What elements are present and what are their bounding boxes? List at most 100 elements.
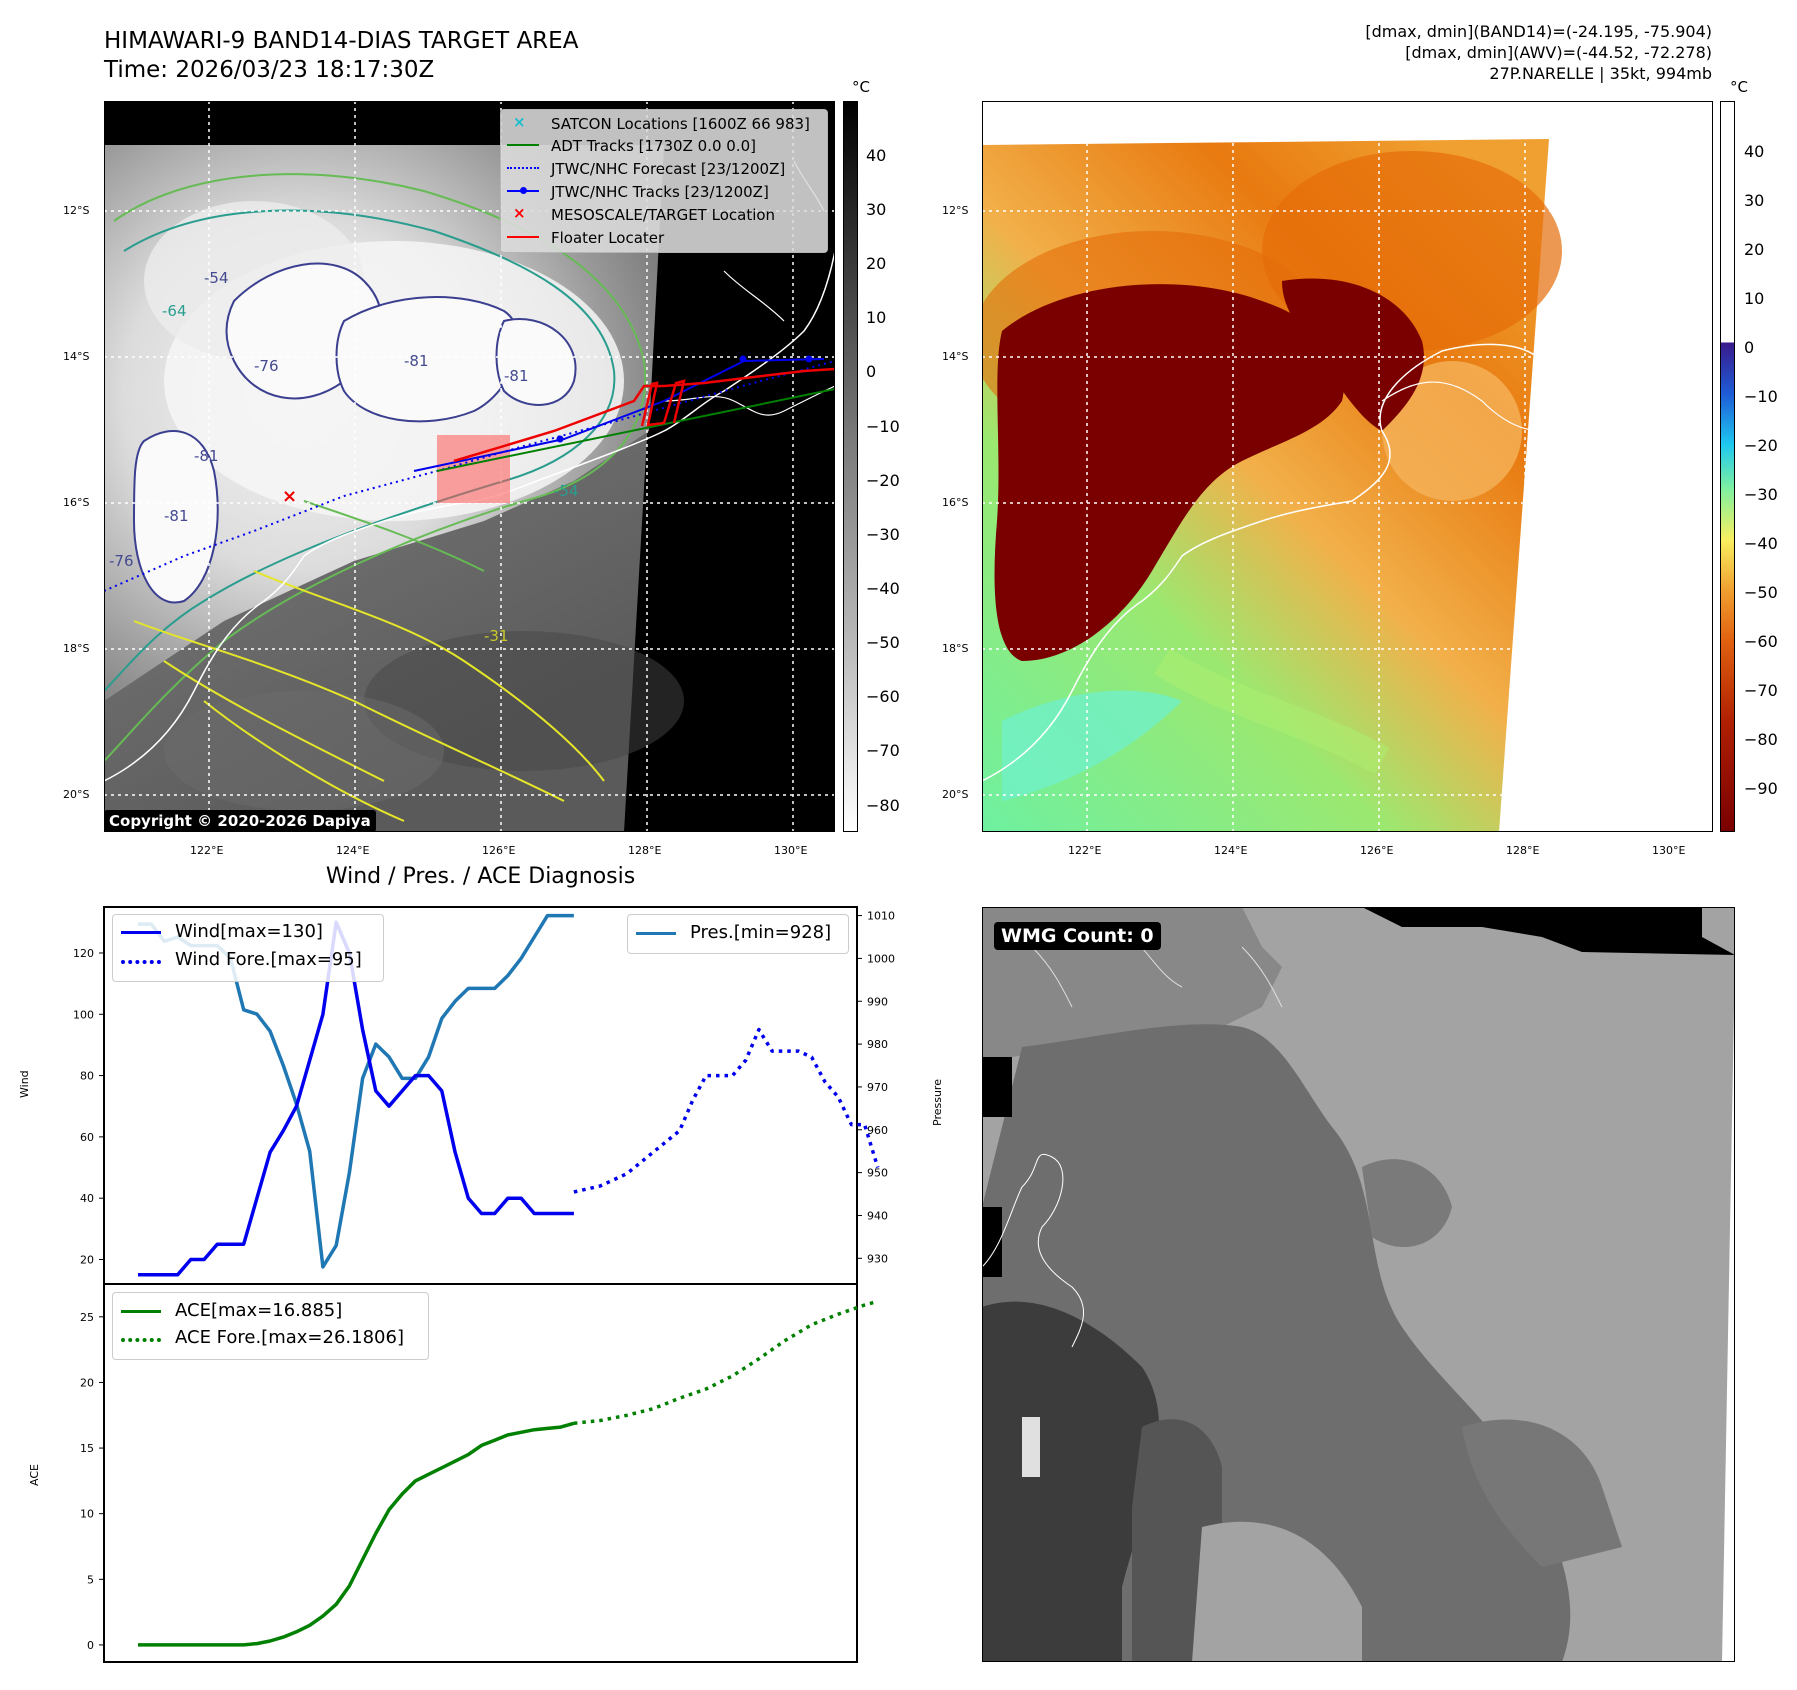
awv-colorbar-tick: 30 bbox=[1744, 191, 1765, 210]
awv-colorbar bbox=[1720, 101, 1735, 832]
lon-label: 122°E bbox=[190, 844, 224, 857]
ace-axes bbox=[103, 1283, 858, 1663]
wind-axis-tick-label: 60 bbox=[80, 1131, 94, 1144]
figure-time: Time: 2026/03/23 18:17:30Z bbox=[104, 57, 435, 83]
wind-forecast-series-line bbox=[573, 1027, 880, 1194]
ir-legend: × SATCON Locations [1600Z 66 983] ADT Tr… bbox=[500, 109, 828, 253]
adt-track bbox=[436, 388, 836, 472]
contour-label: -54 bbox=[554, 482, 579, 500]
awv-map-panel bbox=[972, 100, 1714, 833]
contour-label: -81 bbox=[504, 367, 529, 385]
pressure-axis-tick-label: 960 bbox=[867, 1124, 888, 1137]
ir-colorbar bbox=[843, 101, 858, 832]
wind-axis-tick-label: 20 bbox=[80, 1253, 94, 1266]
lon-label: 124°E bbox=[336, 844, 370, 857]
legend-item-jtwc-forecast: JTWC/NHC Forecast [23/1200Z] bbox=[551, 160, 786, 178]
ir-colorbar-tick: −60 bbox=[866, 687, 900, 706]
awv-colorbar-tick: −60 bbox=[1744, 632, 1778, 651]
wind-legend-icon bbox=[121, 931, 161, 934]
forecast-legend-icon bbox=[507, 167, 539, 169]
wind-axis-tick-label: 40 bbox=[80, 1192, 94, 1205]
ace-axis-tick-label: 20 bbox=[80, 1376, 94, 1389]
wmg-count-badge: WMG Count: 0 bbox=[994, 922, 1161, 950]
lat-label: 12°S bbox=[63, 204, 90, 217]
contour-label: -31 bbox=[484, 627, 509, 645]
pressure-legend: Pres.[min=928] bbox=[627, 914, 849, 954]
contour-label: -54 bbox=[204, 269, 229, 287]
stats-band14: [dmax, dmin](BAND14)=(-24.195, -75.904) bbox=[1365, 22, 1712, 41]
awv-colorbar-unit: °C bbox=[1730, 78, 1748, 96]
ace-legend-icon bbox=[121, 1310, 161, 1313]
pressure-axis-tick-label: 950 bbox=[867, 1167, 888, 1180]
ir-colorbar-tick: −70 bbox=[866, 741, 900, 760]
lon-label: 130°E bbox=[1652, 844, 1686, 857]
lon-label: 128°E bbox=[1506, 844, 1540, 857]
lon-label: 126°E bbox=[1360, 844, 1394, 857]
pressure-axis-tick-label: 930 bbox=[867, 1252, 888, 1265]
contour-label: -64 bbox=[162, 302, 187, 320]
awv-colorbar-tick: −50 bbox=[1744, 583, 1778, 602]
wind-fore-legend-icon bbox=[121, 960, 161, 964]
pressure-axis-tick-label: 1010 bbox=[867, 910, 895, 923]
legend-item-target: MESOSCALE/TARGET Location bbox=[551, 206, 776, 224]
awv-map-image bbox=[972, 100, 1714, 833]
legend-item-wind: Wind[max=130] bbox=[175, 921, 323, 942]
ir-colorbar-tick: −10 bbox=[866, 417, 900, 436]
lat-label: 14°S bbox=[942, 350, 969, 363]
legend-item-wind-forecast: Wind Fore.[max=95] bbox=[175, 949, 362, 970]
adt-legend-icon bbox=[507, 144, 539, 146]
awv-colorbar-tick: 10 bbox=[1744, 289, 1765, 308]
lat-label: 12°S bbox=[942, 204, 969, 217]
wind-axis-tick-label: 100 bbox=[73, 1008, 94, 1021]
ace-axis-tick-label: 25 bbox=[80, 1311, 94, 1324]
wind-axis-tick-label: 80 bbox=[80, 1070, 94, 1083]
pressure-axis-tick-label: 980 bbox=[867, 1038, 888, 1051]
awv-colorbar-tick: −70 bbox=[1744, 681, 1778, 700]
contour-label: -81 bbox=[164, 507, 189, 525]
lat-label: 16°S bbox=[942, 496, 969, 509]
stats-awv: [dmax, dmin](AWV)=(-44.52, -72.278) bbox=[1405, 43, 1712, 62]
ir-colorbar-tick: 20 bbox=[866, 254, 887, 273]
legend-item-ace: ACE[max=16.885] bbox=[175, 1300, 343, 1321]
mesoscale-target-marker: × bbox=[282, 486, 297, 507]
satcon-legend-icon: × bbox=[513, 113, 526, 131]
ace-series-line bbox=[138, 1421, 575, 1647]
lat-label: 18°S bbox=[942, 642, 969, 655]
awv-colorbar-tick: −80 bbox=[1744, 730, 1778, 749]
legend-item-jtwc-tracks: JTWC/NHC Tracks [23/1200Z] bbox=[551, 183, 769, 201]
lon-label: 126°E bbox=[482, 844, 516, 857]
ir-colorbar-tick: −50 bbox=[866, 633, 900, 652]
legend-item-pressure: Pres.[min=928] bbox=[690, 922, 832, 943]
awv-colorbar-tick: 0 bbox=[1744, 338, 1755, 357]
ace-axis-tick-label: 5 bbox=[87, 1573, 94, 1586]
ace-legend: ACE[max=16.885] ACE Fore.[max=26.1806] bbox=[112, 1292, 429, 1360]
lat-label: 14°S bbox=[63, 350, 90, 363]
awv-grid bbox=[982, 101, 1713, 832]
stats-storm: 27P.NARELLE | 35kt, 994mb bbox=[1489, 64, 1712, 83]
awv-colorbar-tick: −90 bbox=[1744, 779, 1778, 798]
wind-axis-tick-label: 120 bbox=[73, 947, 94, 960]
awv-colorbar-tick: 40 bbox=[1744, 142, 1765, 161]
ace-axis-tick-label: 0 bbox=[87, 1639, 94, 1652]
ace-axis-tick-label: 10 bbox=[80, 1508, 94, 1521]
awv-colorbar-tick: 20 bbox=[1744, 240, 1765, 259]
floater-locator bbox=[453, 367, 836, 463]
ir-colorbar-tick: 0 bbox=[866, 362, 877, 381]
pressure-legend-icon bbox=[636, 932, 676, 935]
legend-item-satcon: SATCON Locations [1600Z 66 983] bbox=[551, 115, 810, 133]
legend-item-floater: Floater Locater bbox=[551, 229, 665, 247]
awv-colorbar-tick: −20 bbox=[1744, 436, 1778, 455]
lon-label: 130°E bbox=[774, 844, 808, 857]
copyright-badge: Copyright © 2020-2026 Dapiya bbox=[104, 810, 376, 832]
jtwc-best-track bbox=[413, 358, 825, 472]
contour-label: -76 bbox=[109, 552, 134, 570]
wmg-map-panel bbox=[981, 906, 1736, 1663]
ir-colorbar-tick: −30 bbox=[866, 525, 900, 544]
awv-colorbar-tick: −10 bbox=[1744, 387, 1778, 406]
awv-colorbar-tick: −40 bbox=[1744, 534, 1778, 553]
legend-item-adt: ADT Tracks [1730Z 0.0 0.0] bbox=[551, 137, 756, 155]
lon-label: 124°E bbox=[1214, 844, 1248, 857]
ace-forecast-series-line bbox=[573, 1299, 879, 1426]
pressure-axis-label: Pressure bbox=[931, 1079, 944, 1126]
